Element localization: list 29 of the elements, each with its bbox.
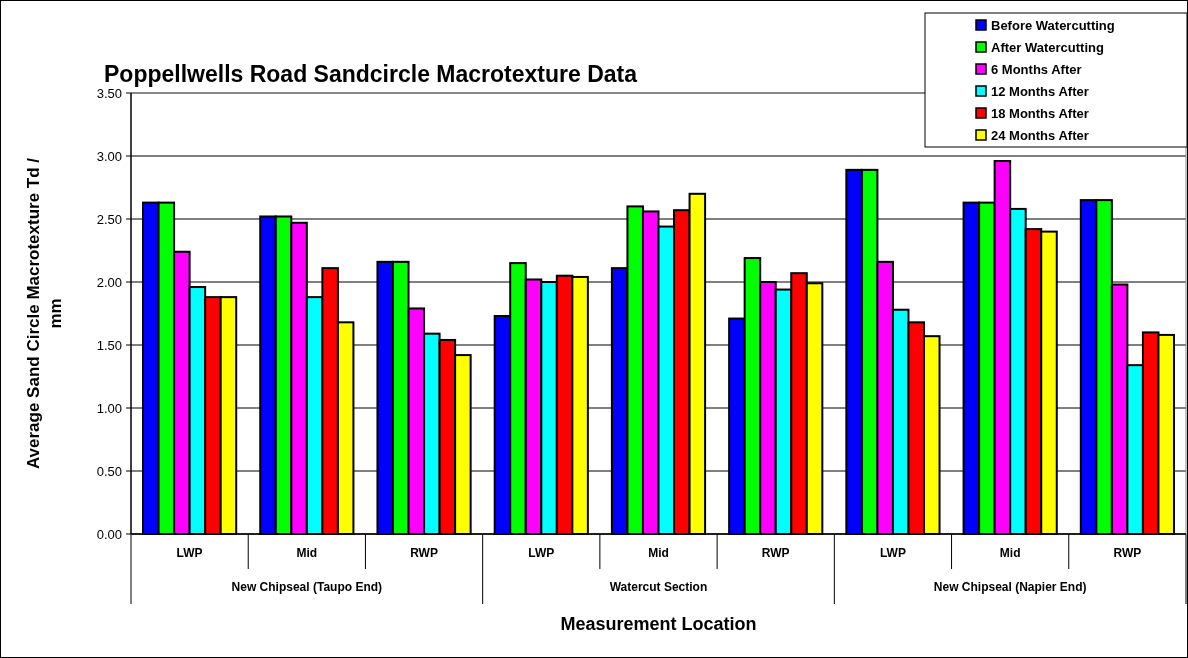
x-tick-label: LWP (528, 546, 555, 560)
x-tick-label: Mid (999, 546, 1021, 560)
y-tick-label: 2.50 (96, 211, 122, 227)
x-tick-label: LWP (879, 546, 906, 560)
y-tick-label: 0.00 (96, 526, 122, 542)
y-tick-label: 1.00 (96, 400, 122, 416)
chart-title: Poppellwells Road Sandcircle Macrotexture Data (104, 61, 638, 87)
y-tick-label: 3.00 (96, 148, 122, 164)
legend-label: Before Watercutting (991, 17, 1115, 33)
legend-label: 24 Months After (991, 127, 1089, 143)
x-tick-label: Mid (648, 546, 669, 560)
text: New Chipseal (Napier End) (933, 580, 1087, 594)
x-tick-label: RWP (761, 546, 790, 560)
legend-label: 18 Months After (991, 105, 1089, 121)
text: Watercut Section (609, 580, 708, 594)
y-tick-label: 1.50 (96, 337, 122, 353)
x-tick-label: LWP (176, 546, 203, 560)
y-axis-title: Average Sand Circle Macrotexture Td / mm (24, 157, 65, 470)
y-tick-label: 2.00 (96, 274, 122, 290)
legend-label: 6 Months After (991, 61, 1082, 77)
x-tick-label: RWP (410, 546, 438, 560)
y-tick-label: 3.50 (96, 85, 122, 101)
legend-label: After Watercutting (991, 39, 1104, 55)
x-tick-label: Mid (296, 546, 318, 560)
text: New Chipseal (Taupo End) (231, 580, 383, 594)
legend-label: 12 Months After (991, 83, 1089, 99)
x-axis-title: Measurement Location (560, 614, 757, 634)
y-tick-label: 0.50 (96, 463, 122, 479)
x-tick-label: RWP (1113, 546, 1142, 560)
